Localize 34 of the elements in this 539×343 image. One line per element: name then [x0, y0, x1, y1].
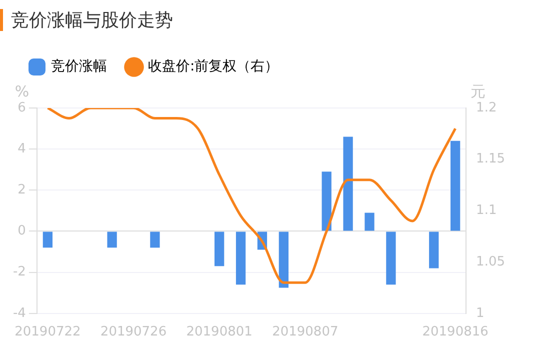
bar: [214, 232, 224, 266]
bar: [364, 212, 374, 231]
x-tick-label: 20190807: [272, 324, 338, 340]
y2-tick-label: 1.2: [476, 100, 497, 116]
bar: [429, 232, 439, 268]
bar: [322, 172, 332, 231]
legend-label: 收盘价:前复权（右）: [148, 58, 279, 75]
bar: [386, 232, 396, 285]
y2-tick-label: 1.05: [476, 254, 506, 270]
bar: [236, 232, 246, 285]
chart-title: 竞价涨幅与股价走势: [11, 9, 173, 32]
y-axis-title: %: [14, 82, 30, 100]
y2-tick-label: 1.1: [476, 203, 497, 218]
y-tick-label: -2: [12, 264, 26, 280]
line-series: [46, 108, 457, 284]
x-tick-label: 20190816: [422, 324, 488, 340]
bar: [107, 232, 117, 248]
y2-tick-label: 1.15: [476, 152, 506, 167]
x-tick-label: 20190801: [186, 324, 252, 340]
y-tick-label: -4: [12, 306, 26, 321]
y-tick-label: 4: [18, 141, 26, 156]
bar: [343, 136, 353, 231]
y-tick-label: 2: [18, 182, 26, 198]
x-tick-label: 20190726: [100, 324, 167, 340]
legend-label: 竞价涨幅: [51, 58, 107, 75]
y-tick-label: 6: [18, 100, 26, 116]
bar: [278, 232, 289, 288]
y2-tick-label: 1: [476, 306, 484, 321]
bar: [150, 232, 160, 248]
x-tick-label: 20190722: [14, 324, 81, 340]
y-tick-label: 0: [18, 224, 26, 239]
bar: [42, 232, 53, 248]
y2-axis-title: 元: [470, 82, 486, 100]
bar: [450, 140, 460, 231]
